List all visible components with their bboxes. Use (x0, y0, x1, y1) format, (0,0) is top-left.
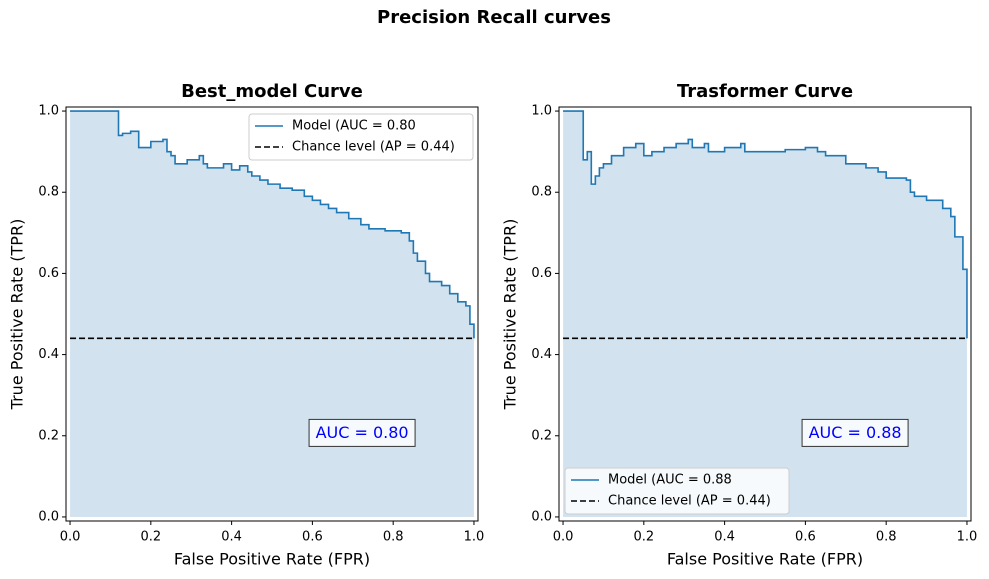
x-tick-label: 0.8 (383, 530, 404, 545)
annotation-box (308, 418, 416, 447)
x-tick-label: 0.0 (60, 530, 81, 545)
y-axis-label: True Positive Rate (TPR) (501, 219, 520, 411)
y-tick-label: 0.6 (38, 266, 59, 281)
y-tick-label: 0.2 (531, 428, 552, 443)
x-tick-label: 0.6 (302, 530, 323, 545)
axes-frame (558, 106, 972, 522)
x-tick-label: 0.0 (553, 530, 574, 545)
legend-label: Chance level (AP = 0.44) (292, 140, 455, 155)
y-tick-label: 1.0 (38, 104, 59, 119)
y-tick-label: 0.0 (531, 509, 552, 524)
y-tick-label: 0.8 (38, 185, 59, 200)
y-tick-label: 0.4 (531, 347, 552, 362)
x-tick-label: 1.0 (957, 530, 978, 545)
area (563, 111, 967, 517)
x-tick-label: 1.0 (464, 530, 485, 545)
x-axis-label: False Positive Rate (FPR) (174, 550, 370, 569)
y-tick-label: 0.8 (531, 185, 552, 200)
line (70, 110, 475, 339)
legend-box (564, 467, 790, 515)
legend-label: Model (AUC = 0.80 (292, 119, 416, 134)
y-tick-label: 0.2 (38, 428, 59, 443)
axes-frame (65, 106, 479, 522)
x-axis-label: False Positive Rate (FPR) (667, 550, 863, 569)
legend-box (248, 113, 474, 161)
figure-title: Precision Recall curves (377, 7, 611, 28)
annotation: AUC = 0.80 (316, 423, 409, 442)
legend-label: Model (AUC = 0.88 (608, 473, 732, 488)
chart-title: Trasformer Curve (677, 81, 853, 102)
x-tick-label: 0.4 (221, 530, 242, 545)
legend-label: Chance level (AP = 0.44) (608, 494, 771, 509)
annotation: AUC = 0.88 (809, 423, 902, 442)
x-tick-label: 0.8 (876, 530, 897, 545)
x-tick-label: 0.2 (633, 530, 654, 545)
x-tick-label: 0.6 (795, 530, 816, 545)
x-tick-label: 0.4 (714, 530, 735, 545)
y-axis-label: True Positive Rate (TPR) (8, 219, 27, 411)
y-tick-label: 1.0 (531, 104, 552, 119)
y-tick-label: 0.4 (38, 347, 59, 362)
x-tick-label: 0.2 (140, 530, 161, 545)
line (563, 110, 968, 339)
y-tick-label: 0.0 (38, 509, 59, 524)
chart-title: Best_model Curve (181, 81, 363, 102)
annotation-box (801, 418, 909, 447)
y-tick-label: 0.6 (531, 266, 552, 281)
area (70, 111, 474, 517)
